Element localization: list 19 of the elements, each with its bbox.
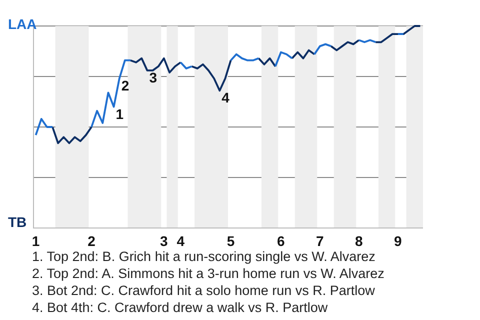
text: LAA bbox=[8, 16, 37, 32]
annotation: 1 bbox=[116, 106, 124, 122]
annotation: 4 bbox=[222, 90, 230, 106]
x-tick-label: 1 bbox=[32, 232, 40, 249]
annotation: 3 bbox=[149, 69, 158, 86]
x-tick-label: 9 bbox=[394, 232, 402, 249]
x-tick-label: 4 bbox=[176, 232, 185, 249]
text: TB bbox=[8, 214, 28, 230]
text: 2. Top 2nd: A. Simmons hit a 3-run home run vs W. Alvarez bbox=[32, 265, 386, 282]
x-tick-label: 7 bbox=[316, 232, 324, 249]
x-tick-label: 6 bbox=[277, 232, 286, 249]
x-tick-label: 5 bbox=[226, 232, 235, 249]
annotation: 2 bbox=[121, 78, 130, 94]
x-tick-label: 2 bbox=[88, 232, 96, 249]
text: 1. Top 2nd: B. Grich hit a run-scoring single vs W. Alvarez bbox=[32, 248, 376, 265]
x-tick-label: 8 bbox=[355, 232, 364, 249]
text: 3. Bot 2nd: C. Crawford hit a solo home run vs R. Partlow bbox=[32, 282, 376, 299]
text: 4. Bot 4th: C. Crawford drew a walk vs R. Partlow bbox=[32, 299, 329, 316]
x-tick-label: 3 bbox=[160, 232, 168, 249]
